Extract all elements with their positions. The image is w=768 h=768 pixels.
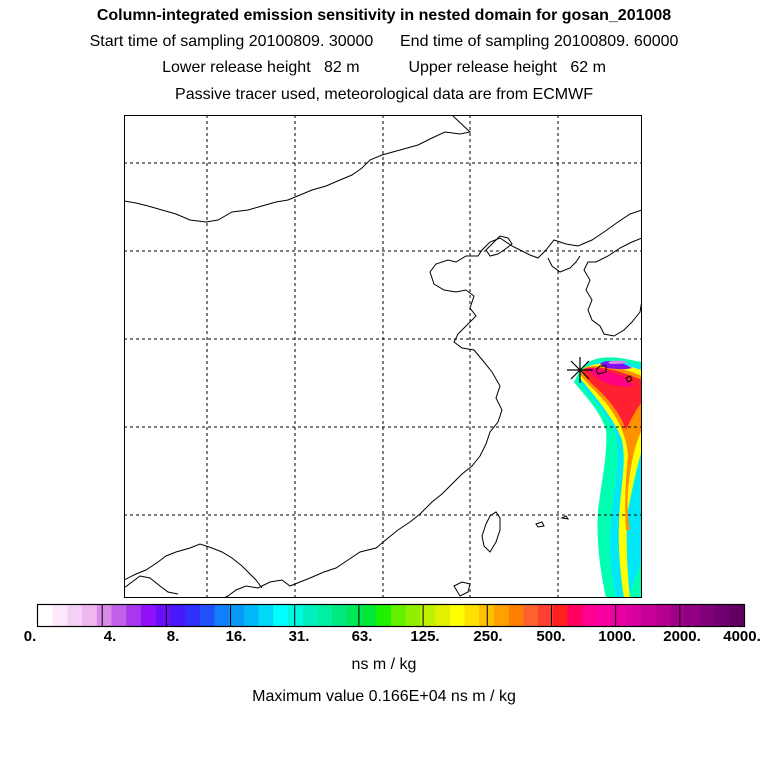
colorbar-swatch: [464, 605, 480, 626]
colorbar-swatch: [361, 605, 377, 626]
colorbar-swatch: [391, 605, 407, 626]
colorbar-swatch: [596, 605, 613, 626]
colorbar-swatch: [170, 605, 186, 626]
sampling-times: Start time of sampling 20100809. 30000 E…: [0, 33, 768, 51]
colorbar-label-2: 8.: [166, 628, 180, 645]
colorbar-swatch: [82, 605, 98, 626]
colorbar-swatch: [641, 605, 657, 626]
colorbar-swatch: [670, 605, 686, 626]
colorbar-swatch: [552, 605, 568, 626]
lower-height-label: Lower release height 82 m: [162, 59, 360, 76]
colorbar-swatch: [699, 605, 716, 626]
colorbar-label-4: 31.: [288, 628, 310, 645]
colorbar-swatch: [126, 605, 142, 626]
colorbar-swatch: [155, 605, 171, 626]
colorbar-swatch: [582, 605, 598, 626]
colorbar-swatch: [229, 605, 245, 626]
colorbar-swatch: [67, 605, 83, 626]
maximum-value-text: Maximum value 0.166E+04 ns m / kg: [252, 688, 516, 705]
colorbar-swatch: [538, 605, 554, 626]
colorbar-swatch: [288, 605, 304, 626]
colorbar-label-9: 1000.: [598, 628, 636, 645]
colorbar-swatch: [302, 605, 318, 626]
colorbar-swatch: [508, 605, 524, 626]
colorbar-swatch: [493, 605, 510, 626]
receptor-marker: [567, 357, 593, 383]
colorbar-label-11: 4000.: [723, 628, 761, 645]
colorbar-label-10: 2000.: [663, 628, 701, 645]
colorbar-swatch: [435, 605, 451, 626]
colorbar-label-5: 63.: [351, 628, 373, 645]
colorbar-swatch: [214, 605, 230, 626]
colorbar-swatch: [140, 605, 157, 626]
colorbar-swatch: [243, 605, 260, 626]
sensitivity-plume: [574, 357, 642, 598]
colorbar-swatch: [38, 605, 54, 626]
release-heights: Lower release height 82 m Upper release …: [0, 59, 768, 77]
colorbar-swatch: [258, 605, 274, 626]
colorbar-swatch: [626, 605, 642, 626]
plot-title: Column-integrated emission sensitivity i…: [96, 7, 672, 24]
colorbar-dividers: [101, 605, 681, 626]
colorbar-swatch: [611, 605, 627, 626]
colorbar-swatch: [273, 605, 289, 626]
colorbar-swatch: [729, 605, 745, 626]
colorbar-label-6: 125.: [410, 628, 440, 645]
data-note: Passive tracer used, meteorological data…: [175, 86, 593, 103]
colorbar-swatch: [52, 605, 68, 626]
colorbar-swatch: [185, 605, 201, 626]
coastlines: [124, 115, 642, 598]
colorbar-swatch: [405, 605, 421, 626]
colorbar-label-7: 250.: [473, 628, 503, 645]
colorbar-frame: [36, 603, 746, 628]
colorbar-swatch: [199, 605, 215, 626]
map-frame: [124, 115, 642, 598]
start-time-label: Start time of sampling 20100809. 30000: [89, 33, 374, 50]
colorbar-swatch: [655, 605, 671, 626]
colorbar-label-1: 4.: [103, 628, 117, 645]
colorbar-swatch: [96, 605, 113, 626]
map-gridlines: [124, 115, 642, 598]
upper-height-label: Upper release height 62 m: [408, 59, 606, 76]
colorbar-swatch: [346, 605, 363, 626]
colorbar-swatch: [449, 605, 466, 626]
colorbar-swatch: [685, 605, 701, 626]
colorbar-swatch: [332, 605, 348, 626]
colorbar-swatch: [317, 605, 333, 626]
colorbar-label-8: 500.: [536, 628, 566, 645]
colorbar-swatch: [523, 605, 539, 626]
colorbar-swatch: [420, 605, 436, 626]
colorbar-swatch: [567, 605, 583, 626]
colorbar-swatch: [376, 605, 392, 626]
colorbar-label-3: 16.: [225, 628, 247, 645]
colorbar: [38, 605, 745, 626]
colorbar-label-0: 0.: [23, 628, 37, 645]
colorbar-units: ns m / kg: [351, 656, 417, 673]
colorbar-swatch: [111, 605, 127, 626]
end-time-label: End time of sampling 20100809. 60000: [400, 33, 679, 50]
colorbar-swatch: [714, 605, 730, 626]
